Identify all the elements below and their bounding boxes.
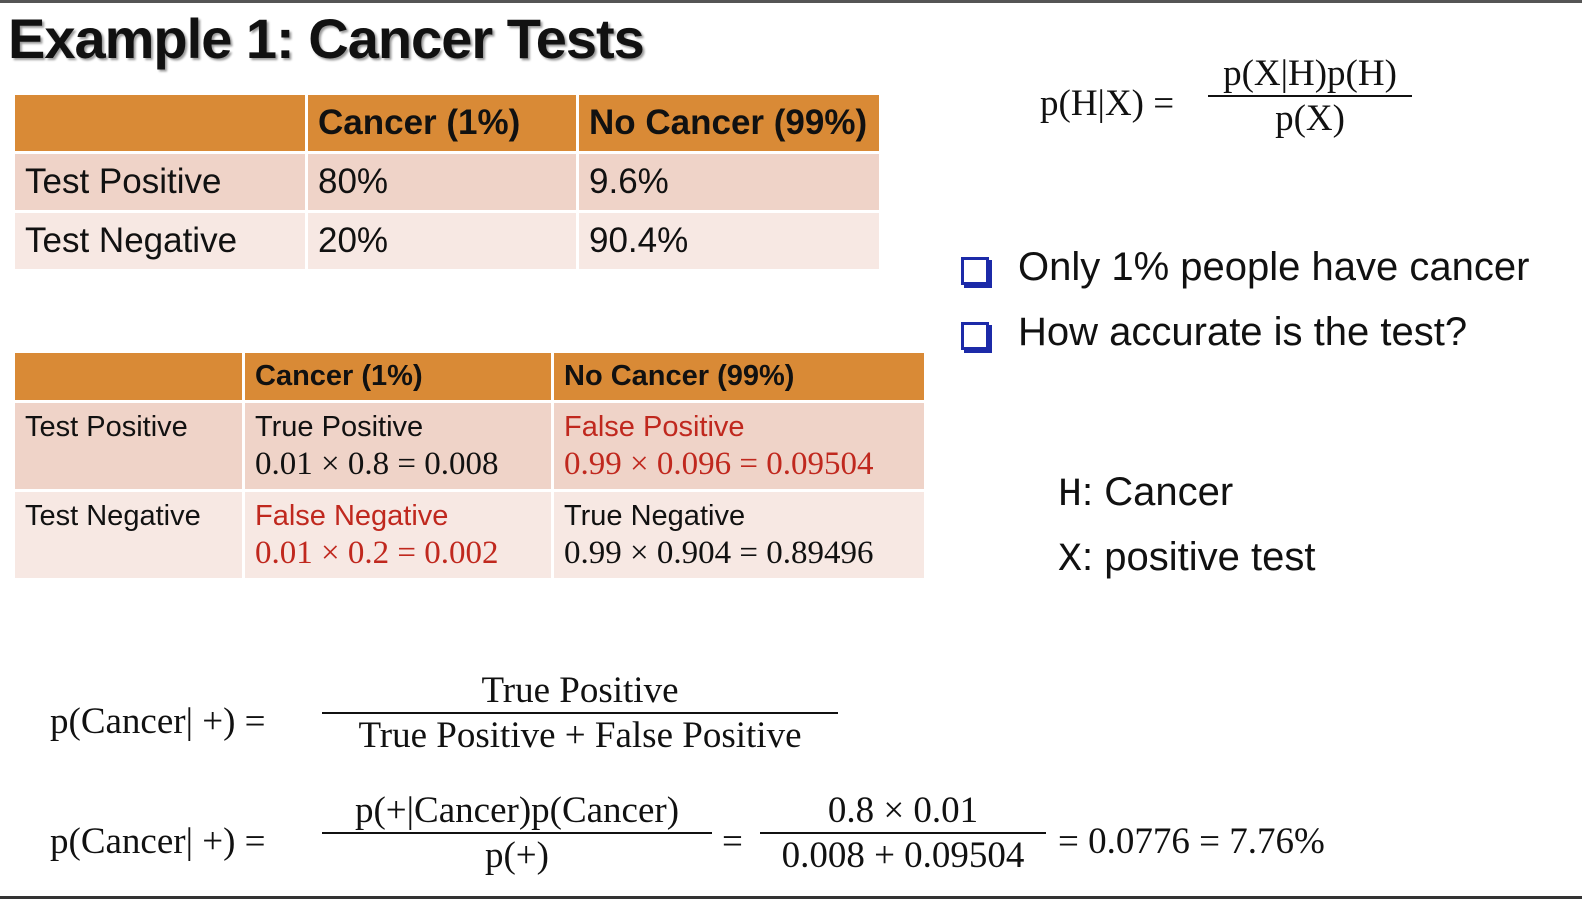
bayes-fraction: p(X|H)p(H) p(X) — [1208, 52, 1412, 140]
formula2-result: = 0.0776 = 7.76% — [1058, 821, 1325, 862]
table-header-cell: Cancer (1%) — [245, 353, 551, 400]
table-header-cell: No Cancer (99%) — [554, 353, 924, 400]
definition-x: X: positive test — [1058, 535, 1315, 583]
table-header-cell — [15, 95, 305, 151]
bayes-numerator: p(X|H)p(H) — [1223, 53, 1397, 94]
formula1-denominator: True Positive + False Positive — [358, 715, 802, 756]
bullet-text: How accurate is the test? — [1018, 310, 1468, 354]
formula1-lhs: p(Cancer| +) = — [50, 701, 266, 742]
slide-title: Example 1: Cancer Tests — [8, 7, 645, 70]
formula2-equals: = — [722, 821, 743, 862]
formula2-fraction1: p(+|Cancer)p(Cancer) p(+) — [322, 789, 712, 877]
bottom-border — [0, 896, 1582, 899]
definition-symbol: H — [1058, 473, 1083, 518]
formula1-numerator: True Positive — [481, 670, 679, 711]
formula2-lhs: p(Cancer| +) = — [50, 821, 266, 862]
row-label: Test Negative — [15, 213, 305, 269]
fraction-bar — [1208, 95, 1412, 97]
row-label: Test Negative — [15, 492, 242, 578]
cell-formula: 0.01 × 0.2 = 0.002 — [255, 535, 499, 571]
cell-formula: 0.01 × 0.8 = 0.008 — [255, 446, 499, 482]
fraction-bar — [322, 712, 838, 714]
cell-title: True Positive — [255, 411, 424, 443]
false-positive-cell: False Positive 0.99 × 0.096 = 0.09504 — [554, 403, 924, 489]
table-header-cell: No Cancer (99%) — [579, 95, 879, 151]
definition-text: : positive test — [1082, 535, 1316, 579]
table-row: Test Positive 80% 9.6% — [15, 154, 879, 210]
table-cell: 80% — [308, 154, 576, 210]
formula1-fraction: True Positive True Positive + False Posi… — [322, 669, 838, 757]
table-row: Test Positive True Positive 0.01 × 0.8 =… — [15, 403, 924, 489]
definition-text: : Cancer — [1082, 470, 1234, 514]
table-header-cell: Cancer (1%) — [308, 95, 576, 151]
table-row: Test Negative 20% 90.4% — [15, 213, 879, 269]
cell-title: True Negative — [564, 500, 746, 532]
table-cell: 9.6% — [579, 154, 879, 210]
formula2-numerator1: p(+|Cancer)p(Cancer) — [354, 790, 680, 831]
formula2-denominator2: 0.008 + 0.09504 — [781, 835, 1025, 876]
table-header-row: Cancer (1%) No Cancer (99%) — [15, 95, 879, 151]
cell-formula: 0.99 × 0.096 = 0.09504 — [564, 446, 874, 482]
fraction-bar — [322, 832, 712, 834]
definition-symbol: X — [1058, 538, 1083, 583]
cell-formula: 0.99 × 0.904 = 0.89496 — [564, 535, 874, 571]
formula2-fraction2: 0.8 × 0.01 0.008 + 0.09504 — [760, 789, 1046, 877]
checkbox-bullet-icon — [961, 322, 989, 350]
checkbox-bullet-icon — [961, 257, 989, 285]
table-cell: 90.4% — [579, 213, 879, 269]
false-negative-cell: False Negative 0.01 × 0.2 = 0.002 — [245, 492, 551, 578]
definition-h: H: Cancer — [1058, 470, 1233, 518]
table-header-row: Cancer (1%) No Cancer (99%) — [15, 353, 924, 400]
confusion-table: Cancer (1%) No Cancer (99%) Test Positiv… — [12, 350, 927, 581]
true-negative-cell: True Negative 0.99 × 0.904 = 0.89496 — [554, 492, 924, 578]
formula2-numerator2: 0.8 × 0.01 — [827, 790, 979, 831]
table-row: Test Negative False Negative 0.01 × 0.2 … — [15, 492, 924, 578]
bayes-denominator: p(X) — [1275, 98, 1345, 139]
probability-table: Cancer (1%) No Cancer (99%) Test Positiv… — [12, 92, 882, 272]
row-label: Test Positive — [15, 403, 242, 489]
true-positive-cell: True Positive 0.01 × 0.8 = 0.008 — [245, 403, 551, 489]
table-header-cell — [15, 353, 242, 400]
table-cell: 20% — [308, 213, 576, 269]
bayes-lhs: p(H|X) = — [1040, 83, 1175, 124]
bullet-text: Only 1% people have cancer — [1018, 245, 1530, 289]
formula2-denominator1: p(+) — [484, 835, 549, 876]
top-border — [0, 0, 1582, 3]
cell-title: False Positive — [564, 411, 745, 443]
cell-title: False Negative — [255, 500, 449, 532]
fraction-bar — [760, 832, 1046, 834]
row-label: Test Positive — [15, 154, 305, 210]
